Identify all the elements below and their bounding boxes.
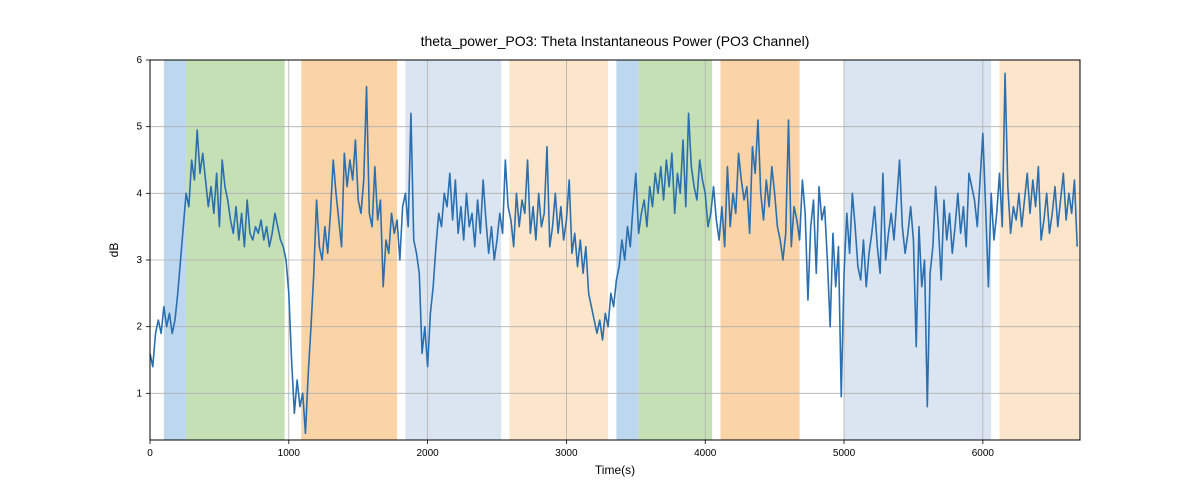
band — [844, 60, 991, 440]
band — [186, 60, 285, 440]
y-tick-label: 4 — [136, 188, 142, 199]
x-tick-label: 0 — [147, 448, 153, 459]
x-tick-label: 2000 — [416, 448, 439, 459]
x-tick-label: 5000 — [833, 448, 856, 459]
chart-container: 0 1000 2000 3000 4000 5000 6000 1 2 3 4 5 6 Time(s) dB… — [0, 0, 1200, 500]
band — [510, 60, 609, 440]
y-axis-label: dB — [107, 243, 121, 258]
band — [999, 60, 1080, 440]
band — [616, 60, 638, 440]
x-tick-label: 1000 — [278, 448, 301, 459]
band — [164, 60, 186, 440]
x-tick-label: 4000 — [694, 448, 717, 459]
y-tick-label: 5 — [136, 122, 142, 133]
x-tick-label: 6000 — [972, 448, 995, 459]
line-chart: 0 1000 2000 3000 4000 5000 6000 1 2 3 4 5 6 Time(s) dB… — [0, 0, 1200, 500]
band — [720, 60, 799, 440]
chart-title: theta_power_PO3: Theta Instantaneous Pow… — [421, 33, 810, 49]
y-tick-label: 2 — [136, 322, 142, 333]
x-tick-label: 3000 — [555, 448, 578, 459]
y-tick-label: 1 — [136, 388, 142, 399]
y-tick-label: 6 — [136, 55, 142, 66]
band — [639, 60, 713, 440]
y-tick-label: 3 — [136, 255, 142, 266]
band — [405, 60, 501, 440]
x-axis-label: Time(s) — [595, 463, 635, 477]
